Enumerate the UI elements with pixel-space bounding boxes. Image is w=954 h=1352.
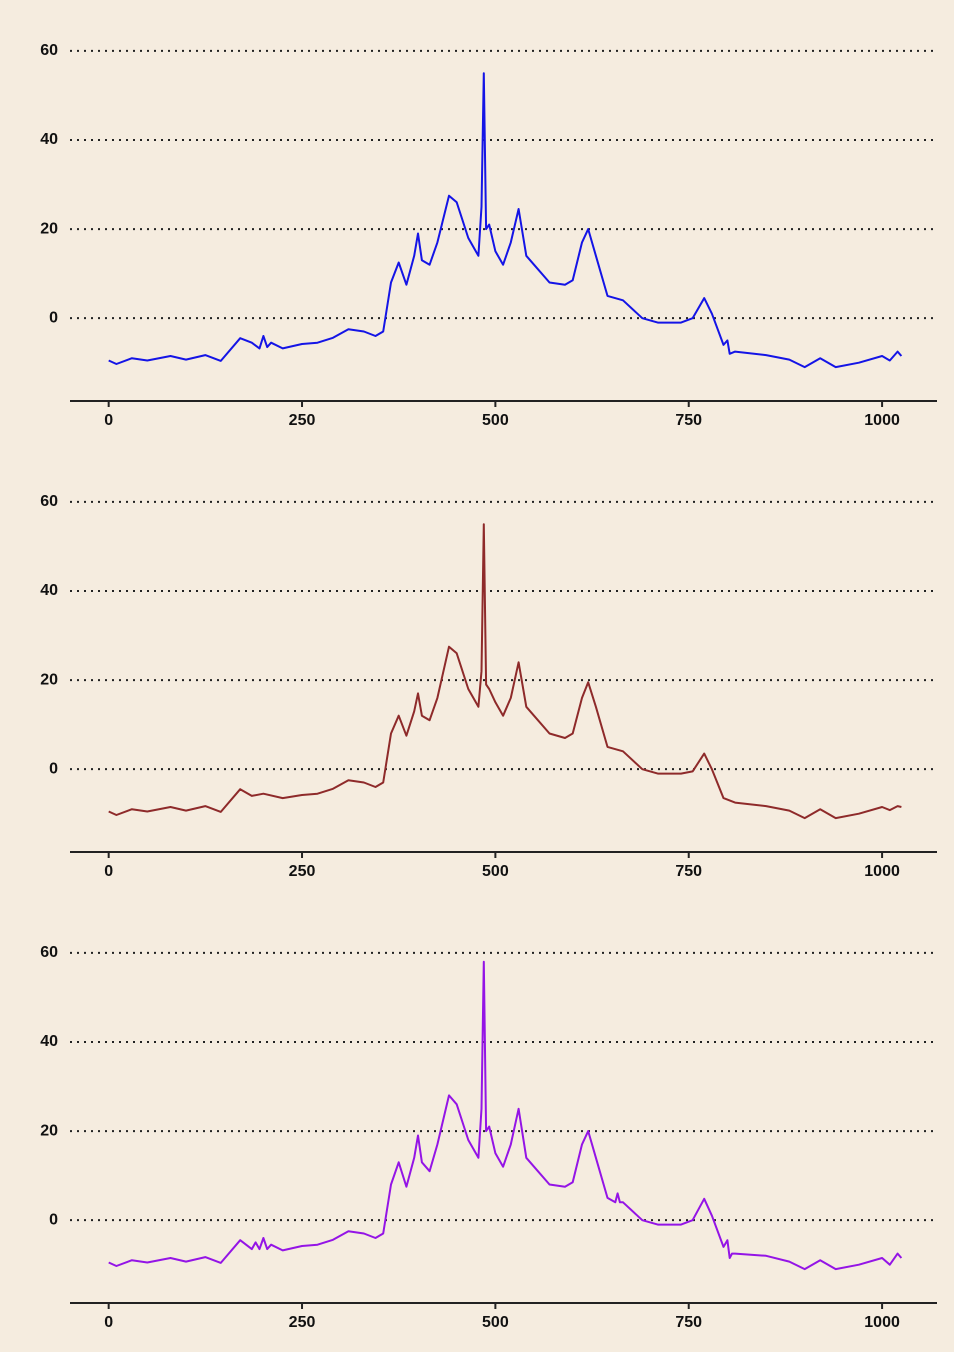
x-tick-label: 750 <box>675 1314 702 1331</box>
x-tick-label: 0 <box>104 412 113 429</box>
x-tick-label: 0 <box>104 1314 113 1331</box>
y-tick-label: 0 <box>49 309 58 326</box>
line <box>108 523 902 820</box>
x-tick-label: 750 <box>675 412 702 429</box>
x-tick-label: 250 <box>289 1314 316 1331</box>
y-tick-label: 20 <box>40 1122 58 1139</box>
x-tick-label: 250 <box>289 863 316 880</box>
line <box>108 960 903 1271</box>
y-tick-label: 0 <box>49 1211 58 1228</box>
x-tick-label: 250 <box>289 412 316 429</box>
y-tick-label: 40 <box>40 131 58 148</box>
x-tick-label: 500 <box>482 412 509 429</box>
x-tick-label: 0 <box>104 863 113 880</box>
x-tick-label: 1000 <box>864 412 900 429</box>
y-tick-label: 20 <box>40 671 58 688</box>
y-tick-label: 40 <box>40 1033 58 1050</box>
y-tick-label: 0 <box>49 760 58 777</box>
y-tick-label: 20 <box>40 220 58 237</box>
line <box>108 72 903 369</box>
x-tick-label: 750 <box>675 863 702 880</box>
x-tick-label: 1000 <box>864 1314 900 1331</box>
x-tick-label: 500 <box>482 863 509 880</box>
y-tick-label: 40 <box>40 582 58 599</box>
x-tick-label: 1000 <box>864 863 900 880</box>
y-tick-label: 60 <box>40 42 58 59</box>
y-tick-label: 60 <box>40 493 58 510</box>
x-tick-label: 500 <box>482 1314 509 1331</box>
y-tick-label: 60 <box>40 944 58 961</box>
